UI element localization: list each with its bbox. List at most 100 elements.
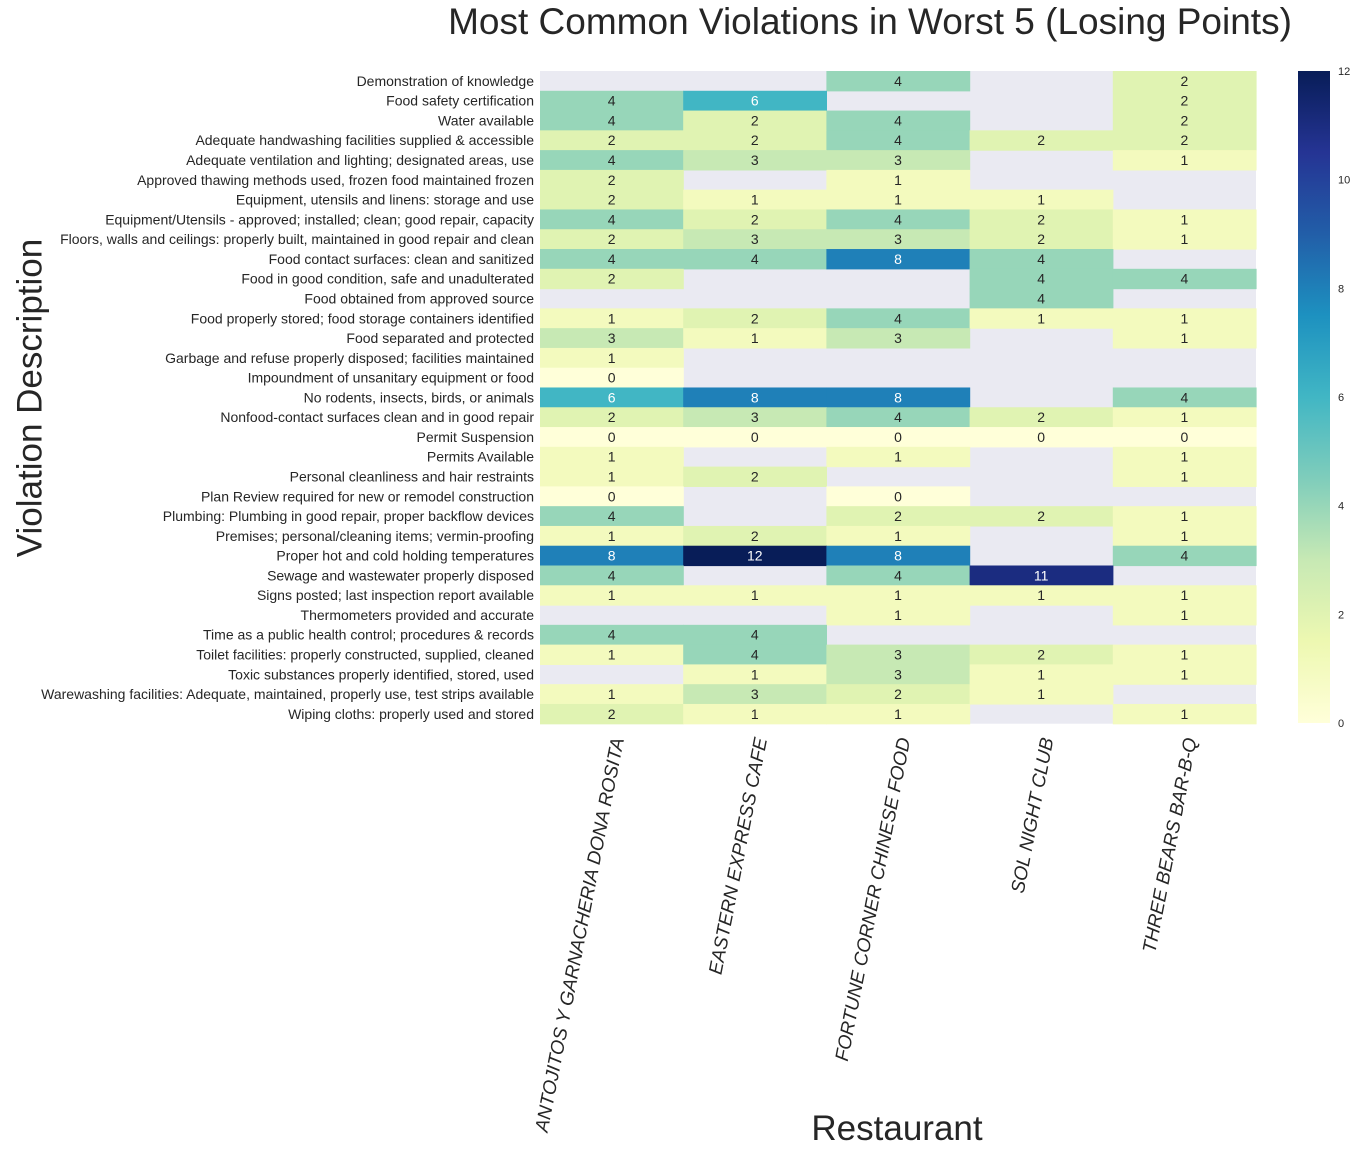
cell-value-label: 3 xyxy=(608,330,616,346)
heatmap-cell xyxy=(540,249,684,270)
cell-value-label: 11 xyxy=(1034,567,1049,583)
row-tick-label: Adequate handwashing facilities supplied… xyxy=(195,132,534,148)
cell-value-label: 4 xyxy=(608,93,616,109)
cell-value-label: 1 xyxy=(894,192,902,208)
cell-value-label: 4 xyxy=(1037,290,1045,306)
cell-value-label: 1 xyxy=(751,666,759,682)
heatmap-cell xyxy=(683,525,827,547)
row-tick-label: Proper hot and cold holding temperatures xyxy=(276,548,534,564)
cell-value-label: 1 xyxy=(751,587,759,603)
cell-value-label: 1 xyxy=(1037,587,1045,603)
cell-value-label: 12 xyxy=(747,548,763,564)
cell-value-label: 4 xyxy=(894,310,902,326)
cell-value-label: 1 xyxy=(1181,449,1189,465)
cell-value-label: 1 xyxy=(894,706,902,722)
heatmap-cell xyxy=(540,506,684,527)
cell-value-label: 4 xyxy=(751,647,759,663)
row-tick-label: Personal cleanliness and hair restraints xyxy=(290,468,534,484)
row-tick-label: Demonstration of knowledge xyxy=(357,73,535,89)
cell-value-label: 2 xyxy=(751,528,759,544)
cell-value-label: 1 xyxy=(1037,666,1045,682)
heatmap-cell xyxy=(1112,110,1257,131)
cell-value-label: 2 xyxy=(751,468,759,484)
cell-value-label: 3 xyxy=(894,666,902,682)
cell-value-label: 1 xyxy=(1037,310,1045,326)
heatmap-cell xyxy=(683,130,827,151)
heatmap-cell xyxy=(969,427,1114,448)
heatmap-cell xyxy=(540,585,684,606)
heatmap-cell xyxy=(969,407,1114,428)
heatmap-cell xyxy=(683,703,827,725)
row-tick-label: Food contact surfaces: clean and sanitiz… xyxy=(269,251,534,267)
heatmap-cell xyxy=(826,565,971,586)
cell-value-label: 2 xyxy=(608,132,616,148)
heatmap-cell xyxy=(969,268,1114,290)
heatmap-cell xyxy=(683,209,827,230)
heatmap-cell xyxy=(1112,308,1257,329)
cell-value-label: 8 xyxy=(894,389,902,405)
heatmap-cell xyxy=(540,150,684,171)
cell-value-label: 4 xyxy=(1181,548,1189,564)
cell-value-label: 4 xyxy=(1037,251,1045,267)
heatmap-cell xyxy=(683,664,827,685)
cell-value-label: 1 xyxy=(894,607,902,623)
heatmap-cell xyxy=(540,387,684,408)
row-tick-label: Floors, walls and ceilings: properly bui… xyxy=(60,231,534,247)
cell-value-label: 4 xyxy=(1181,389,1189,405)
colorbar-tick-label: 2 xyxy=(1338,609,1344,621)
cell-value-label: 1 xyxy=(751,330,759,346)
row-tick-label: Food in good condition, safe and unadult… xyxy=(241,271,534,287)
cell-value-label: 4 xyxy=(608,152,616,168)
row-tick-label: Food obtained from approved source xyxy=(304,290,534,306)
heatmap-cell xyxy=(1112,545,1257,567)
cell-value-label: 0 xyxy=(751,429,759,445)
row-tick-label: Sewage and wastewater properly disposed xyxy=(267,567,534,583)
cell-value-label: 4 xyxy=(608,112,616,128)
heatmap-cell xyxy=(683,545,827,567)
heatmap-cell xyxy=(1112,268,1257,290)
heatmap-cell xyxy=(826,169,971,191)
cell-value-label: 1 xyxy=(608,310,616,326)
y-axis-label: Violation Description xyxy=(11,239,50,557)
cell-value-label: 2 xyxy=(894,686,902,702)
heatmap-cell xyxy=(540,466,684,487)
cell-value-label: 4 xyxy=(608,211,616,227)
cell-value-label: 8 xyxy=(751,389,759,405)
heatmap-cell xyxy=(540,624,684,646)
heatmap-cell xyxy=(683,624,827,646)
row-tick-label: Permits Available xyxy=(427,449,534,465)
heatmap-cells xyxy=(540,71,1257,725)
cell-value-label: 2 xyxy=(751,211,759,227)
cell-value-label: 2 xyxy=(1037,231,1045,247)
cell-value-label: 2 xyxy=(1037,211,1045,227)
heatmap-cell xyxy=(540,209,684,230)
cell-value-label: 1 xyxy=(608,647,616,663)
row-tick-label: Signs posted; last inspection report ava… xyxy=(257,587,534,603)
cell-value-label: 1 xyxy=(894,528,902,544)
colorbar-tick-label: 8 xyxy=(1338,283,1344,295)
heatmap-cell xyxy=(826,407,971,428)
cell-value-label: 3 xyxy=(751,152,759,168)
colorbar-tick-label: 10 xyxy=(1338,175,1350,187)
x-axis-label: Restaurant xyxy=(811,1109,982,1148)
column-tick-labels: ANTOJITOS Y GARNACHERIA DONA ROSITA EASTE… xyxy=(532,736,1202,1135)
cell-value-label: 4 xyxy=(894,211,902,227)
cell-value-label: 2 xyxy=(1037,647,1045,663)
cell-value-label: 1 xyxy=(1037,192,1045,208)
heatmap-cell xyxy=(969,189,1114,211)
heatmap-cell xyxy=(540,525,684,547)
heatmap-cell xyxy=(969,130,1114,151)
cell-value-label: 0 xyxy=(1181,429,1189,445)
cell-value-label: 4 xyxy=(894,73,902,89)
cell-value-label: 1 xyxy=(1181,409,1189,425)
heatmap-cell xyxy=(826,585,971,606)
heatmap-cell xyxy=(540,407,684,428)
heatmap-cell xyxy=(969,585,1114,606)
cell-value-label: 1 xyxy=(894,587,902,603)
row-tick-labels: Demonstration of knowledge Food safety ce… xyxy=(41,73,534,722)
heatmap-cell xyxy=(540,565,684,586)
heatmap-cell xyxy=(1112,644,1257,665)
heatmap-cell xyxy=(540,189,684,211)
cell-value-label: 0 xyxy=(608,429,616,445)
